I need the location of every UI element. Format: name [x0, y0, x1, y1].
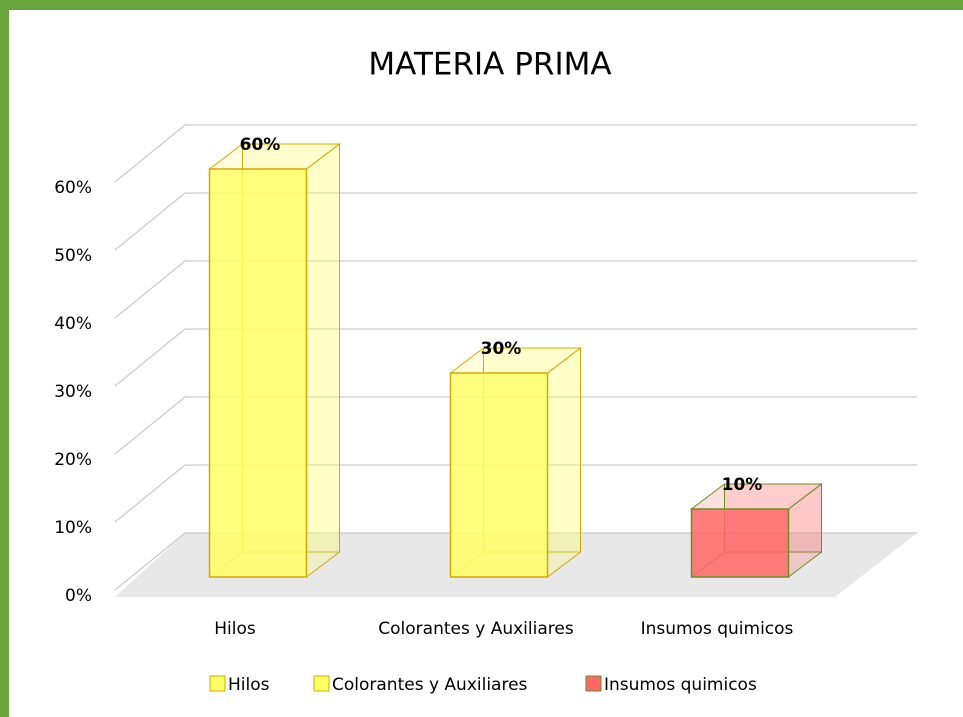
wall-grid-line: [114, 328, 186, 387]
y-tick-label: 20%: [54, 450, 92, 470]
y-tick-label: 10%: [54, 518, 92, 538]
chart-title: MATERIA PRIMA: [368, 47, 611, 83]
bar-side: [547, 346, 581, 579]
x-tick-label: Colorantes y Auxiliares: [378, 619, 574, 639]
legend-swatch: [209, 675, 226, 692]
legend-label: Colorantes y Auxiliares: [332, 675, 528, 695]
legend-label: Hilos: [228, 675, 270, 695]
y-tick-label: 30%: [54, 382, 92, 402]
wall-grid-line: [114, 192, 186, 251]
y-tick-label: 0%: [65, 586, 92, 606]
bar-side: [306, 142, 340, 579]
frame-top: [0, 0, 963, 10]
legend-swatch: [585, 675, 602, 692]
wall-grid-line: [114, 464, 186, 523]
value-label: 30%: [481, 339, 522, 359]
wall-grid-line: [114, 260, 186, 319]
bar-front: [208, 168, 308, 578]
y-tick-label: 50%: [54, 246, 92, 266]
y-tick-label: 60%: [54, 178, 92, 198]
y-tick-label: 40%: [54, 314, 92, 334]
bar-front: [690, 508, 790, 578]
bar-front: [449, 372, 549, 578]
wall-grid-line: [114, 124, 186, 183]
value-label: 60%: [240, 135, 281, 155]
legend-label: Insumos quimicos: [604, 675, 757, 695]
value-label: 10%: [722, 475, 763, 495]
frame-left: [0, 0, 9, 717]
legend-swatch: [313, 675, 330, 692]
wall-grid-line: [114, 396, 186, 455]
x-tick-label: Insumos quimicos: [641, 619, 794, 639]
wall-grid-line: [114, 532, 186, 591]
x-tick-label: Hilos: [214, 619, 256, 639]
